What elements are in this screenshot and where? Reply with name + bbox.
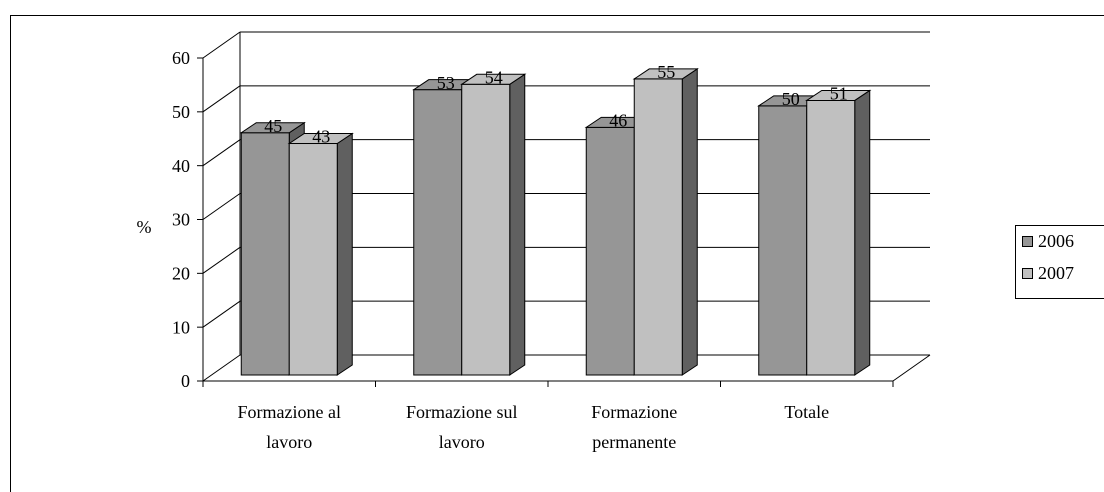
bar-side: [681, 67, 698, 376]
floor-right: [892, 354, 931, 382]
legend-label: 2006: [1038, 231, 1074, 251]
chart-border: [10, 15, 1104, 492]
bar: [758, 105, 808, 376]
bar: [461, 83, 511, 376]
value-label: 50: [782, 89, 800, 109]
bar-top: [239, 122, 306, 134]
x-tick-label: permanente: [592, 432, 676, 452]
bar-top: [632, 68, 699, 80]
x-tick-label: Totale: [784, 402, 829, 422]
bar-side: [854, 89, 871, 376]
grid-line: [202, 85, 241, 113]
legend-label: 2007: [1038, 263, 1074, 283]
y-tick-label: 10: [172, 317, 190, 337]
y-tick-label: 30: [172, 210, 190, 230]
y-axis-label: %: [137, 217, 152, 237]
value-label: 43: [312, 127, 330, 147]
bar-side: [509, 73, 526, 376]
y-tick-label: 40: [172, 156, 190, 176]
bar: [288, 143, 338, 376]
y-tick-label: 60: [172, 48, 190, 68]
x-tick-label: Formazione: [591, 402, 677, 422]
grid-line: [202, 354, 241, 382]
x-tick-label: lavoro: [439, 432, 485, 452]
y-tick-label: 50: [172, 102, 190, 122]
bar: [633, 78, 683, 376]
bar-top: [805, 89, 872, 101]
bar-side: [336, 132, 353, 376]
value-label: 55: [657, 62, 675, 82]
grid-line: [202, 31, 241, 59]
bar: [585, 126, 635, 376]
x-tick-label: Formazione sul: [406, 402, 517, 422]
value-label: 54: [485, 67, 503, 87]
legend-swatch: [1022, 236, 1033, 247]
y-tick-label: 20: [172, 263, 190, 283]
grid-line: [202, 139, 241, 167]
bar: [413, 89, 463, 376]
bar-top: [460, 73, 527, 85]
y-tick-label: 0: [181, 371, 190, 391]
legend-swatch: [1022, 268, 1033, 279]
value-label: 51: [830, 84, 848, 104]
value-label: 46: [609, 110, 627, 130]
bar: [806, 99, 856, 376]
grid-line: [202, 193, 241, 220]
bar: [240, 132, 290, 376]
bar-top: [287, 133, 354, 145]
value-label: 53: [437, 73, 455, 93]
value-label: 45: [264, 116, 282, 136]
grid-line: [202, 300, 241, 328]
x-tick-label: lavoro: [266, 432, 312, 452]
x-tick-label: Formazione al: [238, 402, 341, 422]
grid-line: [202, 246, 241, 274]
